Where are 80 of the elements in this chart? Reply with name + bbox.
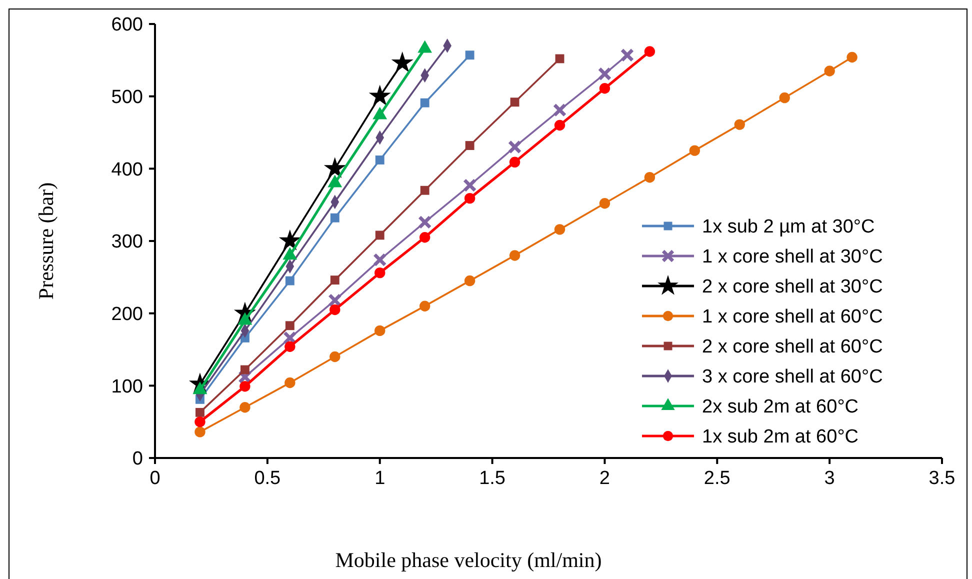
- legend-label: 2x sub 2m at 60°C: [702, 396, 859, 418]
- point: [598, 67, 612, 81]
- legend-label: 1 x core shell at 60°C: [702, 306, 883, 328]
- point: [194, 426, 206, 438]
- point: [554, 120, 566, 131]
- point: [330, 276, 340, 285]
- point: [734, 119, 745, 130]
- point: [374, 325, 386, 336]
- point: [284, 341, 296, 352]
- point: [419, 300, 430, 312]
- point: [375, 156, 384, 164]
- point: [240, 402, 250, 413]
- point: [824, 66, 835, 76]
- x-tick-label: 2: [599, 468, 610, 489]
- point: [509, 250, 520, 261]
- point: [330, 304, 340, 316]
- point: [620, 48, 634, 62]
- point: [368, 84, 391, 106]
- y-tick-label: 600: [111, 14, 143, 36]
- point: [330, 351, 340, 362]
- point: [420, 98, 430, 108]
- point: [554, 224, 566, 235]
- point: [196, 408, 204, 417]
- point: [508, 140, 522, 154]
- point: [465, 141, 474, 150]
- point: [510, 98, 520, 107]
- y-tick-label: 400: [111, 159, 143, 180]
- point: [330, 213, 340, 222]
- point: [240, 381, 250, 392]
- point: [464, 192, 476, 204]
- point: [284, 377, 296, 388]
- point: [465, 50, 474, 60]
- point: [194, 416, 206, 428]
- point: [599, 83, 610, 94]
- point: [420, 186, 430, 195]
- x-axis-title: Mobile phase velocity (ml/min): [335, 548, 602, 572]
- point: [324, 157, 346, 178]
- point: [391, 52, 414, 72]
- y-tick-label: 300: [111, 232, 143, 253]
- x-tick-label: 2.5: [704, 468, 730, 489]
- legend-label: 2 x core shell at 60°C: [702, 336, 883, 358]
- point: [238, 370, 252, 384]
- point: [285, 321, 294, 330]
- x-tick-label: 3.5: [928, 468, 956, 489]
- y-tick-label: 100: [111, 376, 143, 398]
- point: [285, 276, 294, 286]
- legend-label: 3 x core shell at 60°C: [702, 366, 883, 388]
- point: [418, 215, 432, 230]
- x-tick-label: 3: [824, 468, 835, 489]
- point: [644, 46, 656, 57]
- point: [372, 252, 387, 267]
- point: [555, 54, 564, 64]
- x-tick-label: 1: [374, 468, 386, 489]
- x-tick-label: 1.5: [479, 468, 506, 489]
- point: [278, 229, 301, 250]
- legend-label: 2 x core shell at 30°C: [702, 276, 883, 298]
- point: [462, 178, 477, 192]
- y-tick-label: 200: [111, 304, 143, 325]
- y-axis-title: Pressure (bar): [34, 182, 58, 300]
- y-tick-label: 500: [111, 86, 143, 108]
- point: [779, 92, 790, 104]
- point: [375, 230, 384, 240]
- point: [846, 52, 858, 63]
- x-tick-label: 0.5: [254, 468, 281, 489]
- x-tick-label: 0: [150, 468, 160, 489]
- legend-label: 1x sub 2m at 60°C: [702, 426, 859, 448]
- point: [464, 275, 476, 286]
- point: [509, 156, 520, 168]
- point: [689, 145, 700, 156]
- legend-label: 1x sub 2 µm at 30°C: [702, 216, 875, 238]
- point: [283, 331, 297, 345]
- y-tick-label: 0: [132, 448, 143, 470]
- legend-label: 1 x core shell at 30°C: [702, 246, 883, 268]
- point: [328, 293, 342, 308]
- point: [599, 198, 610, 209]
- point: [644, 172, 656, 183]
- point: [419, 232, 430, 243]
- point: [240, 365, 250, 374]
- point: [374, 267, 386, 278]
- point: [552, 103, 567, 117]
